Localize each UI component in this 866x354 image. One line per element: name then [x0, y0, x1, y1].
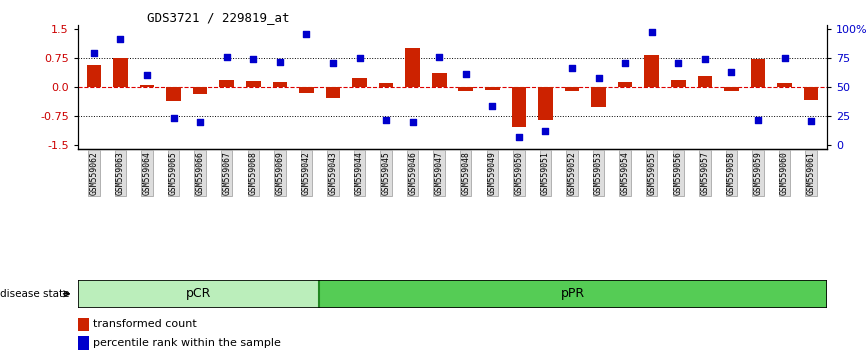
- Text: GSM559055: GSM559055: [647, 151, 656, 195]
- Bar: [166, 87, 181, 102]
- Text: GSM559050: GSM559050: [514, 151, 523, 195]
- Bar: [78, 318, 88, 331]
- Bar: [87, 65, 101, 87]
- Point: [379, 117, 393, 122]
- Text: GSM559066: GSM559066: [196, 151, 204, 195]
- Point: [618, 61, 632, 66]
- Text: GSM559048: GSM559048: [462, 151, 470, 195]
- Bar: [671, 80, 686, 87]
- Point: [486, 103, 500, 109]
- Text: GSM559045: GSM559045: [382, 151, 391, 195]
- Text: GDS3721 / 229819_at: GDS3721 / 229819_at: [147, 11, 290, 24]
- Point: [512, 134, 526, 140]
- Point: [405, 119, 419, 124]
- Text: GSM559046: GSM559046: [408, 151, 417, 195]
- Text: GSM559054: GSM559054: [621, 151, 630, 195]
- Bar: [78, 280, 319, 308]
- Point: [805, 118, 818, 124]
- Text: percentile rank within the sample: percentile rank within the sample: [94, 338, 281, 348]
- Text: pPR: pPR: [561, 287, 585, 300]
- Text: disease state: disease state: [0, 289, 69, 299]
- Point: [539, 129, 553, 134]
- Text: GSM559049: GSM559049: [488, 151, 497, 195]
- Text: GSM559056: GSM559056: [674, 151, 682, 195]
- Point: [751, 117, 765, 122]
- Text: GSM559063: GSM559063: [116, 151, 125, 195]
- Point: [166, 116, 180, 121]
- Text: GSM559047: GSM559047: [435, 151, 443, 195]
- Text: GSM559051: GSM559051: [541, 151, 550, 195]
- Point: [140, 72, 154, 78]
- Bar: [777, 83, 792, 87]
- Text: GSM559052: GSM559052: [567, 151, 577, 195]
- Text: GSM559053: GSM559053: [594, 151, 603, 195]
- Text: GSM559068: GSM559068: [249, 151, 258, 195]
- Bar: [591, 87, 606, 107]
- Point: [671, 61, 685, 66]
- Bar: [432, 73, 447, 87]
- Text: GSM559044: GSM559044: [355, 151, 364, 195]
- Text: GSM559060: GSM559060: [780, 151, 789, 195]
- Text: transformed count: transformed count: [94, 319, 197, 329]
- Text: pCR: pCR: [185, 287, 211, 300]
- Bar: [352, 78, 367, 87]
- Bar: [697, 76, 712, 87]
- Bar: [193, 87, 208, 95]
- Bar: [78, 336, 88, 350]
- Text: GSM559067: GSM559067: [223, 151, 231, 195]
- Point: [193, 119, 207, 124]
- Bar: [617, 82, 632, 87]
- Point: [432, 54, 446, 59]
- Point: [778, 55, 792, 61]
- Point: [725, 69, 739, 75]
- Bar: [319, 280, 827, 308]
- Point: [326, 61, 339, 66]
- Bar: [378, 83, 393, 87]
- Bar: [405, 48, 420, 87]
- Text: GSM559058: GSM559058: [727, 151, 736, 195]
- Text: GSM559059: GSM559059: [753, 151, 762, 195]
- Text: GSM559065: GSM559065: [169, 151, 178, 195]
- Bar: [326, 87, 340, 98]
- Point: [591, 75, 605, 81]
- Bar: [458, 87, 473, 91]
- Bar: [299, 87, 313, 93]
- Point: [273, 59, 287, 64]
- Text: GSM559062: GSM559062: [89, 151, 99, 195]
- Bar: [485, 87, 500, 90]
- Bar: [113, 58, 128, 87]
- Text: GSM559064: GSM559064: [143, 151, 152, 195]
- Bar: [804, 87, 818, 100]
- Point: [87, 50, 100, 56]
- Bar: [246, 81, 261, 87]
- Point: [300, 32, 313, 37]
- Point: [352, 55, 366, 61]
- Text: GSM559061: GSM559061: [806, 151, 816, 195]
- Point: [113, 37, 127, 42]
- Text: GSM559069: GSM559069: [275, 151, 284, 195]
- Point: [698, 56, 712, 62]
- Bar: [139, 85, 154, 87]
- Bar: [512, 87, 527, 127]
- Point: [565, 65, 579, 71]
- Bar: [724, 87, 739, 91]
- Point: [246, 56, 260, 62]
- Bar: [273, 82, 288, 87]
- Bar: [565, 87, 579, 91]
- Text: GSM559042: GSM559042: [302, 151, 311, 195]
- Bar: [219, 80, 234, 87]
- Text: GSM559057: GSM559057: [701, 151, 709, 195]
- Bar: [644, 55, 659, 87]
- Point: [220, 54, 234, 59]
- Bar: [751, 59, 766, 87]
- Point: [459, 72, 473, 77]
- Bar: [538, 87, 553, 120]
- Point: [645, 29, 659, 35]
- Text: GSM559043: GSM559043: [328, 151, 338, 195]
